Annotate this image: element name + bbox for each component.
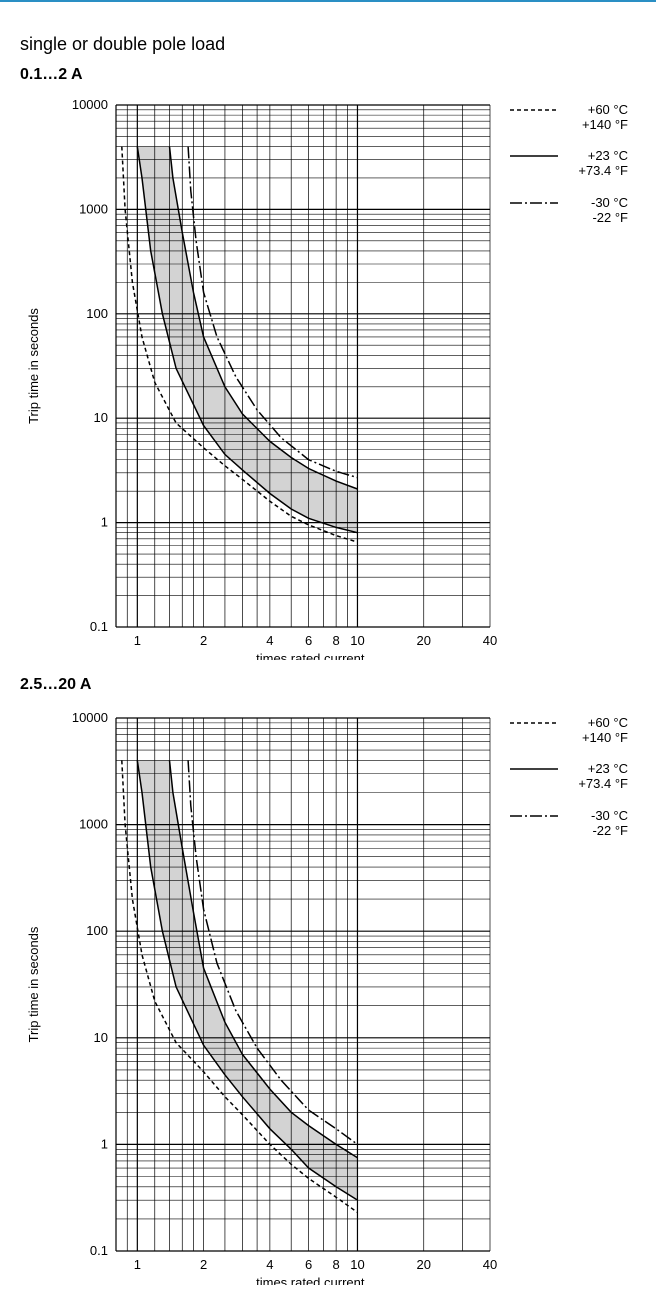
y-tick-label: 10000: [72, 710, 108, 725]
y-axis-title: Trip time in seconds: [26, 308, 41, 424]
curve-dashed-0: [121, 146, 358, 543]
curve-dashed-0: [121, 760, 358, 1214]
x-tick-label: 4: [266, 1257, 273, 1272]
legend-label-celsius: -30 °C: [591, 808, 628, 823]
trip-curve-chart-1: 0.1 1 10 100 1000 10000 1 2 4 6 8 10 20 40 … times rat…: [26, 710, 628, 1285]
x-tick-label: 2: [200, 633, 207, 648]
curve-solid-2: [168, 760, 358, 1159]
y-tick-label: 0.1: [90, 1243, 108, 1258]
legend-label-celsius: +23 °C: [588, 148, 628, 163]
y-axis-title: Trip time in seconds: [26, 926, 41, 1042]
legend-label-fahrenheit: +140 °F: [582, 730, 628, 745]
legend-label-celsius: +23 °C: [588, 761, 628, 776]
legend-label-fahrenheit: +140 °F: [582, 117, 628, 132]
y-tick-label: 10: [94, 1030, 108, 1045]
x-tick-label: 8: [333, 1257, 340, 1272]
x-tick-label: 6: [305, 633, 312, 648]
legend-label-celsius: -30 °C: [591, 195, 628, 210]
trip-curve-chart-0: 0.1 1 10 100 1000 10000 1 2 4 6 8 10 20 40 … times rat…: [26, 97, 628, 660]
y-tick-label: 100: [86, 923, 108, 938]
curve-solid-2: [168, 146, 358, 490]
legend-label-fahrenheit: +73.4 °F: [578, 163, 628, 178]
legend-label-fahrenheit: -22 °F: [592, 823, 628, 838]
y-tick-label: 1000: [79, 201, 108, 216]
legend-label-fahrenheit: +73.4 °F: [578, 776, 628, 791]
top-accent-rule: [0, 0, 656, 2]
y-tick-label: 1: [101, 1136, 108, 1151]
legend-label-celsius: +60 °C: [588, 102, 628, 117]
x-tick-label: 1: [134, 1257, 141, 1272]
x-tick-label: 20: [416, 1257, 430, 1272]
y-tick-label: 10: [94, 410, 108, 425]
curve-solid-1: [136, 146, 358, 534]
legend-label-celsius: +60 °C: [588, 715, 628, 730]
x-axis-title: … times rated current: [240, 651, 365, 660]
x-tick-label: 8: [333, 633, 340, 648]
x-tick-label: 10: [350, 633, 364, 648]
tolerance-band: [137, 146, 358, 533]
curve-solid-1: [136, 760, 358, 1201]
chart-title-0: 0.1…2 A: [20, 66, 83, 83]
chart-title-1: 2.5…20 A: [20, 676, 92, 693]
x-tick-label: 2: [200, 1257, 207, 1272]
x-tick-label: 40: [483, 1257, 497, 1272]
y-tick-label: 100: [86, 306, 108, 321]
x-tick-label: 40: [483, 633, 497, 648]
x-tick-label: 1: [134, 633, 141, 648]
x-tick-label: 6: [305, 1257, 312, 1272]
x-tick-label: 20: [416, 633, 430, 648]
x-axis-title: … times rated current: [240, 1275, 365, 1285]
legend-label-fahrenheit: -22 °F: [592, 210, 628, 225]
y-tick-label: 10000: [72, 97, 108, 112]
y-tick-label: 0.1: [90, 619, 108, 634]
page-heading: single or double pole load: [20, 34, 226, 54]
x-tick-label: 4: [266, 633, 273, 648]
tolerance-band: [137, 760, 358, 1201]
x-tick-label: 10: [350, 1257, 364, 1272]
y-tick-label: 1: [101, 515, 108, 530]
y-tick-label: 1000: [79, 817, 108, 832]
curve-dashdot-3: [187, 760, 358, 1146]
